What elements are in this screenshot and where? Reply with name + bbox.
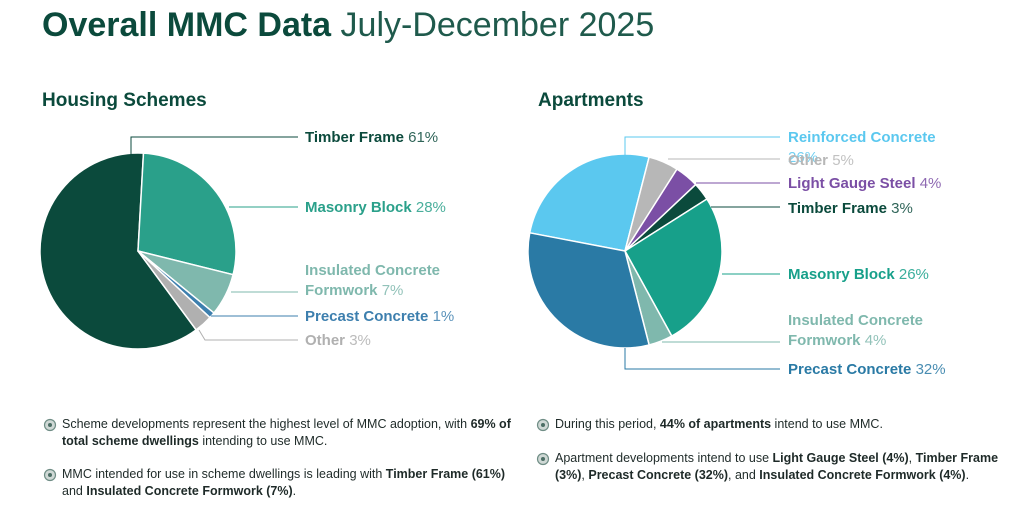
note-emphasis: Precast Concrete (32%) — [588, 468, 729, 482]
value-label: 26% — [788, 149, 819, 166]
page-heading: Overall MMC Data July-December 2025 — [42, 6, 654, 45]
slice-label: Timber Frame 3% — [788, 199, 958, 219]
bullet-dot — [48, 423, 52, 427]
note-segment: MMC intended for use in scheme dwellings… — [62, 467, 386, 481]
value-label: 61% — [408, 129, 439, 146]
value-label: 3% — [891, 200, 913, 217]
category-name: Reinforced Concrete — [788, 129, 936, 146]
slice-label: Masonry Block 26% — [788, 265, 958, 285]
bullet-dot — [48, 473, 52, 477]
leader-line — [130, 136, 298, 156]
page-subtitle: July-December 2025 — [340, 6, 655, 44]
category-name: Precast Concrete — [788, 361, 912, 378]
note-segment: , and — [728, 468, 760, 482]
slice-label: Insulated Concrete Formwork 7% — [305, 261, 475, 301]
note-segment: . — [292, 484, 297, 498]
pie-slice — [137, 152, 237, 276]
slice-label: Other 3% — [305, 331, 475, 351]
note-emphasis: 44% of apartments — [659, 417, 772, 431]
slice-label: Other 5% — [788, 151, 958, 171]
pie-slice — [137, 250, 211, 331]
note-text: Scheme developments represent the highes… — [62, 416, 512, 450]
chart-title: Housing Schemes — [42, 90, 207, 111]
note-segment: intend to use MMC. — [771, 417, 883, 431]
note-emphasis: Insulated Concrete Formwork (4%) — [759, 468, 966, 482]
value-label: 4% — [864, 332, 887, 349]
category-name: Insulated Concrete Formwork — [305, 262, 441, 299]
slice-label: Timber Frame 61% — [305, 128, 475, 148]
category-name: Other — [305, 332, 346, 349]
slice-label: Reinforced Concrete 26% — [788, 128, 958, 168]
leader-line — [624, 348, 780, 370]
note-emphasis: Timber Frame (3%) — [555, 451, 999, 482]
category-name: Insulated Concrete Formwork — [788, 312, 924, 349]
note-segment: Scheme developments represent the highes… — [62, 417, 471, 431]
bullet-dot — [541, 457, 545, 461]
value-label: 5% — [832, 152, 854, 169]
pie-slice — [528, 153, 651, 252]
slice-label: Precast Concrete 1% — [305, 307, 475, 327]
note-segment: and — [62, 484, 87, 498]
note-segment: intending to use MMC. — [198, 434, 328, 448]
category-name: Masonry Block — [788, 266, 895, 283]
category-name: Masonry Block — [305, 199, 412, 216]
slice-label: Precast Concrete 32% — [788, 360, 958, 380]
category-name: Timber Frame — [305, 129, 404, 146]
value-label: 4% — [919, 175, 942, 192]
bullet-dot — [541, 423, 545, 427]
value-label: 32% — [915, 361, 946, 378]
note-text: During this period, 44% of apartments in… — [555, 416, 1005, 433]
value-label: 28% — [415, 199, 446, 216]
note-segment: , — [908, 451, 916, 465]
note-emphasis: Insulated Concrete Formwork (7%) — [86, 484, 293, 498]
value-label: 1% — [432, 308, 455, 325]
pie-slice — [39, 152, 198, 350]
slice-label: Masonry Block 28% — [305, 198, 475, 218]
category-name: Timber Frame — [788, 200, 887, 217]
pie-slice — [527, 231, 651, 349]
note-text: MMC intended for use in scheme dwellings… — [62, 466, 512, 500]
page-title: Overall MMC Data — [42, 6, 332, 44]
note-emphasis: 69% of total scheme dwellings — [62, 417, 511, 448]
note-emphasis: Light Gauge Steel (4%) — [772, 451, 909, 465]
chart-title: Apartments — [538, 90, 644, 111]
note-emphasis: Timber Frame (61%) — [385, 467, 506, 481]
note-segment: . — [965, 468, 970, 482]
note-segment: Apartment developments intend to use — [555, 451, 773, 465]
leader-line — [198, 329, 298, 341]
value-label: 26% — [898, 266, 929, 283]
pie-slice — [624, 197, 723, 338]
value-label: 7% — [381, 282, 404, 299]
note-text: Apartment developments intend to use Lig… — [555, 450, 1005, 484]
category-name: Precast Concrete — [305, 308, 429, 325]
slice-label: Insulated Concrete Formwork 4% — [788, 311, 958, 351]
value-label: 3% — [349, 332, 371, 349]
category-name: Other — [788, 152, 829, 169]
leader-line — [624, 136, 780, 160]
category-name: Light Gauge Steel — [788, 175, 916, 192]
note-segment: , — [581, 468, 589, 482]
note-segment: During this period, — [555, 417, 660, 431]
slice-label: Light Gauge Steel 4% — [788, 174, 958, 194]
